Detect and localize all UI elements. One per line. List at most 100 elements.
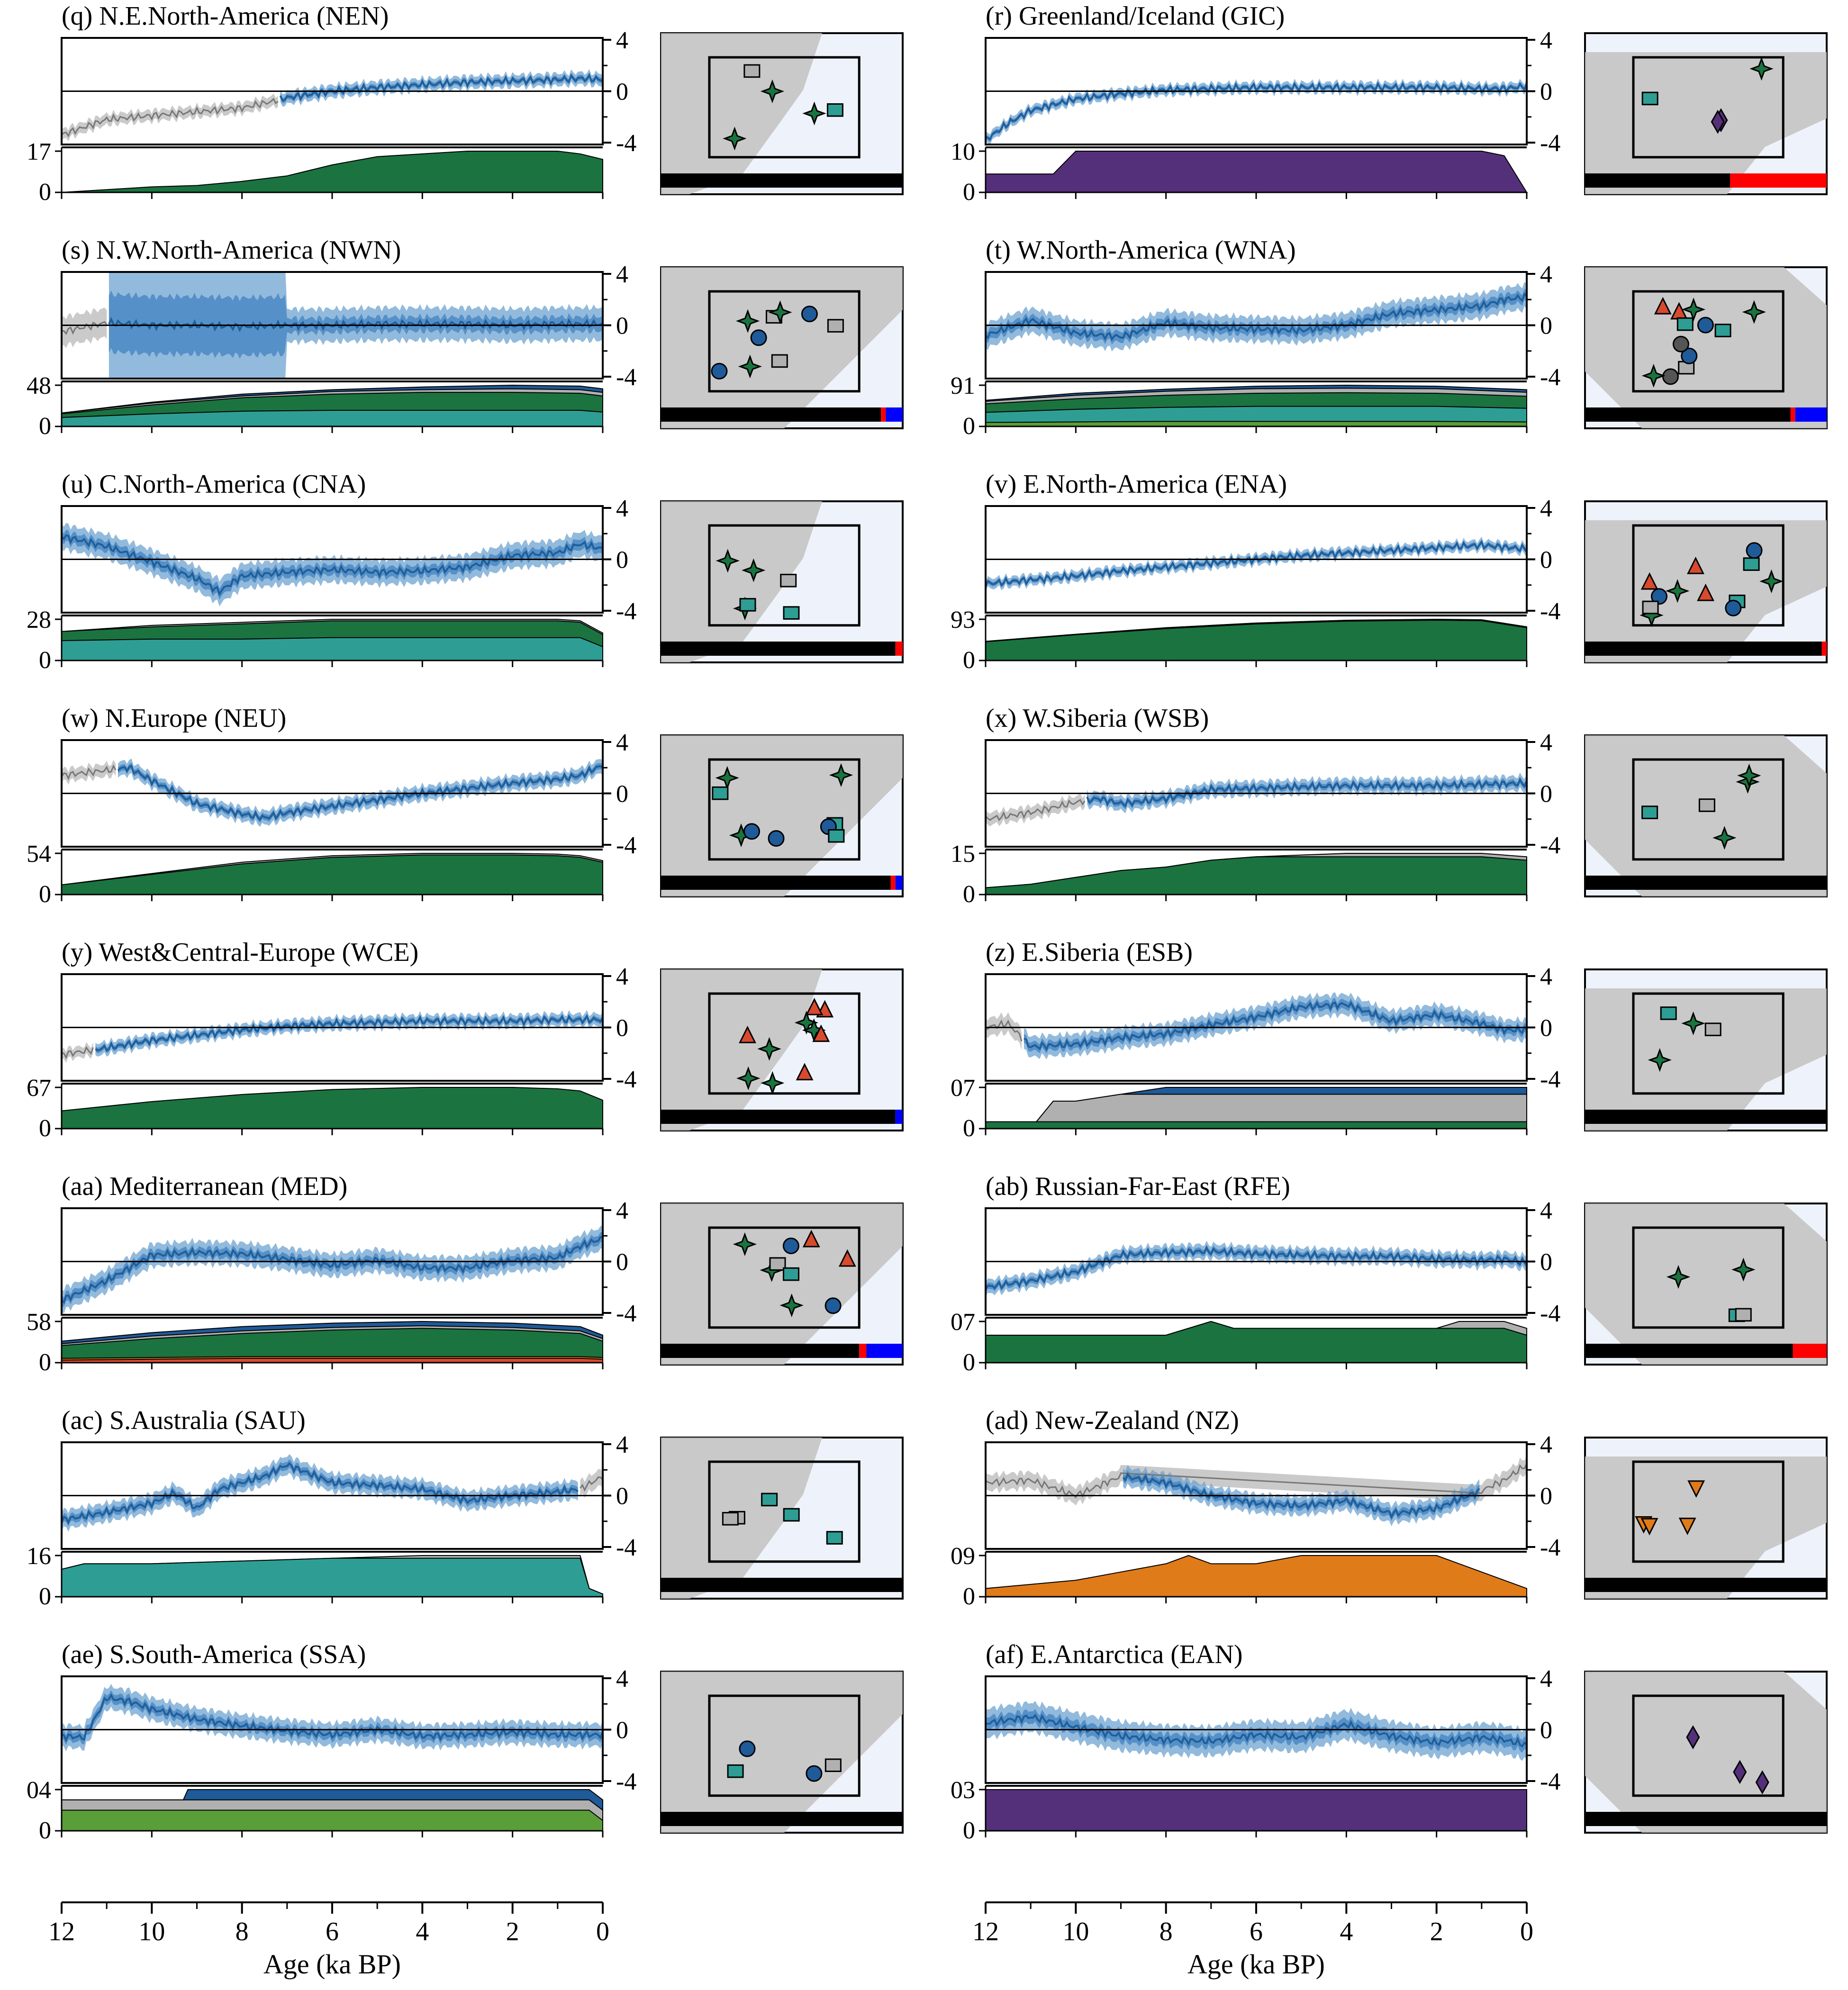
y-tick-label: 4: [1540, 27, 1552, 54]
count-area-teal: [61, 410, 603, 427]
anomaly-plot-area: [62, 1226, 603, 1314]
star-marker: [794, 1011, 818, 1035]
region-outline: [708, 758, 861, 861]
count-area-green: [61, 1087, 603, 1129]
x-tick-label: 4: [416, 1917, 429, 1946]
map-land: [661, 969, 822, 1131]
count-stack: [61, 853, 603, 895]
inner-uncertainty-band: [986, 289, 1527, 345]
map-land: [661, 267, 903, 428]
map-land: [1585, 267, 1827, 428]
y-tick-label: 0: [616, 1483, 628, 1510]
square-marker: [1641, 805, 1658, 819]
anomaly-plot-area: [986, 78, 1527, 145]
x-axis-label: Age (ka BP): [263, 1949, 401, 1980]
count-max-label: 04: [27, 1777, 51, 1804]
y-tick-label: -4: [616, 598, 636, 625]
mean-line: [1024, 1001, 1527, 1051]
square-marker: [1735, 1308, 1752, 1322]
y-tick-label: 0: [616, 1717, 628, 1744]
triangle-marker: [1654, 297, 1672, 315]
count-max-label: 07: [951, 1309, 975, 1336]
x-tick-label: 10: [1062, 1917, 1089, 1946]
count-zero-label: 0: [963, 1115, 975, 1142]
square-marker: [761, 1492, 778, 1507]
anomaly-plot-area: [986, 992, 1527, 1060]
proxy-bar-blue: [895, 1110, 903, 1124]
circle-marker: [1725, 599, 1742, 616]
y-tick-label: -4: [616, 1534, 636, 1561]
anomaly-plot-area: [62, 69, 603, 142]
square-marker: [1714, 324, 1731, 337]
y-tick-label: 4: [1540, 1197, 1552, 1224]
y-tick-label: 4: [616, 1197, 628, 1224]
square-marker: [769, 1257, 786, 1271]
y-tick-label: 4: [1540, 1665, 1552, 1692]
mean-line: [986, 1713, 1527, 1748]
proxy-bar-red: [1790, 407, 1795, 422]
square-marker: [826, 1531, 843, 1545]
map-land: [661, 1203, 903, 1365]
gray-uncertainty-band: [62, 1042, 93, 1063]
count-zero-label: 0: [39, 1115, 51, 1142]
region-map: [1584, 1671, 1828, 1834]
panel-13: (ad) New-Zealand (NZ) 4 0 -4 09 0: [951, 1406, 1828, 1610]
count-stack: [985, 853, 1527, 895]
circle-marker: [1672, 335, 1689, 353]
square-marker: [1698, 798, 1715, 812]
star-marker: [1731, 1257, 1756, 1282]
anomaly-plot-area: [62, 759, 603, 827]
circle-marker: [1681, 347, 1698, 364]
star-marker: [1712, 826, 1737, 850]
count-max-label: 03: [951, 1777, 975, 1804]
mean-line: [1122, 1472, 1480, 1520]
panel-1: (r) Greenland/Iceland (GIC) 4 0 -4 10 0: [951, 1, 1828, 206]
y-tick-label: -4: [1540, 832, 1560, 859]
y-tick-label: 4: [1540, 261, 1552, 288]
x-axis-0: 12 10 8 6 4 2 0 Age (ka BP): [48, 1901, 609, 1980]
x-tick-label: 2: [1430, 1917, 1443, 1946]
inner-uncertainty-band: [62, 1459, 578, 1527]
count-area-purple: [985, 1789, 1527, 1831]
gray-mean-line: [62, 764, 117, 780]
square-marker: [1642, 600, 1659, 615]
mean-line: [279, 72, 603, 102]
x-tick-label: 4: [1340, 1917, 1353, 1946]
panel-14: (ae) S.South-America (SSA) 4 0 -4 04 0: [27, 1640, 904, 1844]
anomaly-plot-area: [62, 1010, 603, 1063]
circle-marker: [711, 362, 728, 380]
inner-uncertainty-band: [986, 1709, 1527, 1753]
x-axis-1: 12 10 8 6 4 2 0 Age (ka BP): [972, 1901, 1533, 1980]
outer-uncertainty-band: [280, 69, 603, 107]
star-marker: [779, 1293, 804, 1318]
map-land: [1585, 52, 1827, 194]
square-marker: [743, 64, 761, 78]
y-tick-label: 4: [1540, 495, 1552, 522]
proxy-bar-red: [1793, 1344, 1827, 1358]
count-zero-label: 0: [39, 1583, 51, 1610]
count-zero-label: 0: [963, 1583, 975, 1610]
panel-title: (r) Greenland/Iceland (GIC): [986, 1, 1285, 31]
proxy-bar-black: [1585, 876, 1827, 890]
inner-uncertainty-band: [986, 81, 1527, 142]
star-marker: [829, 763, 853, 787]
star-marker: [1648, 1048, 1672, 1072]
y-tick-label: 4: [616, 27, 628, 54]
inner-uncertainty-band: [1024, 998, 1527, 1054]
y-tick-label: 0: [1540, 547, 1552, 574]
region-map: [660, 32, 904, 195]
proxy-bar-red: [890, 876, 896, 890]
mean-line: [62, 1693, 603, 1743]
map-land: [661, 33, 822, 194]
count-area-green: [61, 1328, 603, 1363]
x-tick-label: 0: [596, 1917, 609, 1946]
proxy-bar-black: [661, 173, 903, 188]
square-marker: [783, 606, 800, 620]
gray-mean-line: [62, 1046, 94, 1059]
count-zero-label: 0: [39, 1349, 51, 1376]
star-marker: [1681, 298, 1706, 322]
region-map: [660, 500, 904, 663]
star-marker: [1666, 1265, 1691, 1289]
count-max-label: 91: [951, 372, 975, 399]
